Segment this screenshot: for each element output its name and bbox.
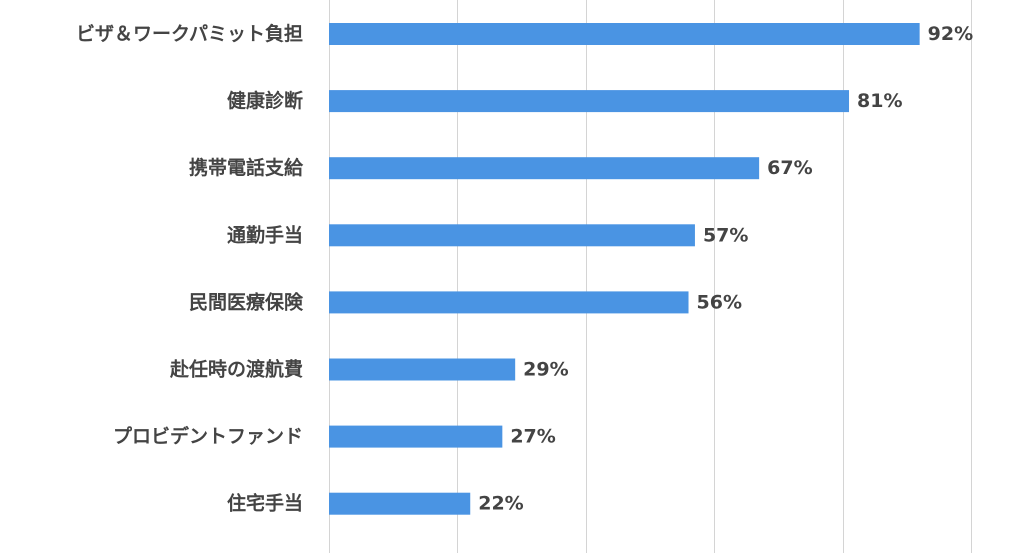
category-label: 民間医療保険 [189, 290, 304, 313]
category-label: 携帯電話支給 [189, 156, 304, 179]
category-label: ビザ＆ワークパミット負担 [76, 22, 303, 45]
bar-2 [329, 157, 760, 180]
bar-3 [329, 224, 695, 247]
value-label: 81% [857, 90, 902, 112]
bar-1 [329, 90, 850, 113]
category-label: 住宅手当 [227, 492, 303, 515]
bar-5 [329, 358, 516, 381]
value-label: 22% [478, 493, 523, 515]
value-label: 56% [697, 291, 742, 313]
category-label: 健康診断 [227, 89, 303, 112]
value-labels: 92% 81% 67% 57% 56% 29% 27% 22% [478, 23, 973, 515]
bar-7 [329, 492, 471, 515]
value-label: 92% [928, 23, 973, 45]
value-label: 27% [510, 426, 555, 448]
value-label: 29% [523, 359, 568, 381]
bar-4 [329, 291, 689, 314]
value-label: 67% [767, 157, 812, 179]
value-label: 57% [703, 224, 748, 246]
category-labels: ビザ＆ワークパミット負担健康診断携帯電話支給通勤手当民間医療保険赴任時の渡航費プ… [76, 22, 304, 515]
category-label: 赴任時の渡航費 [169, 358, 303, 381]
bar-0 [329, 23, 920, 45]
gridlines [329, 0, 972, 553]
category-label: 通勤手当 [227, 223, 303, 246]
bars [329, 23, 920, 515]
category-label: プロビデントファンド [113, 425, 303, 448]
bar-6 [329, 425, 503, 448]
